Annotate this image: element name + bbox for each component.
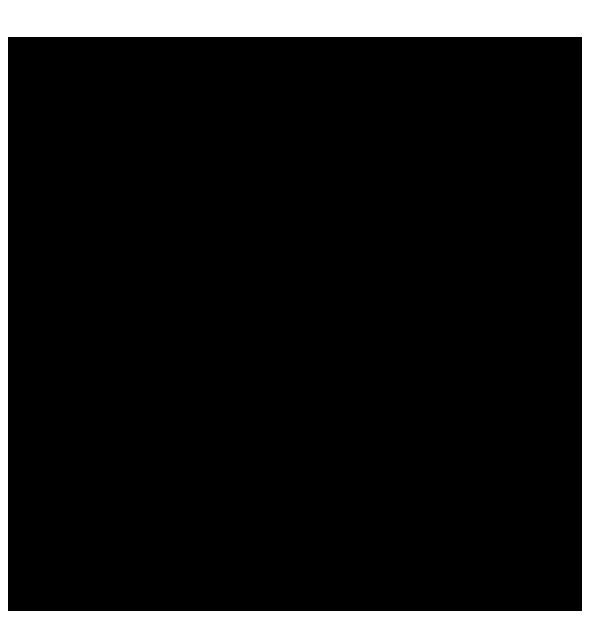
word-cloud-canvas <box>8 37 582 611</box>
word-cloud <box>8 37 582 611</box>
